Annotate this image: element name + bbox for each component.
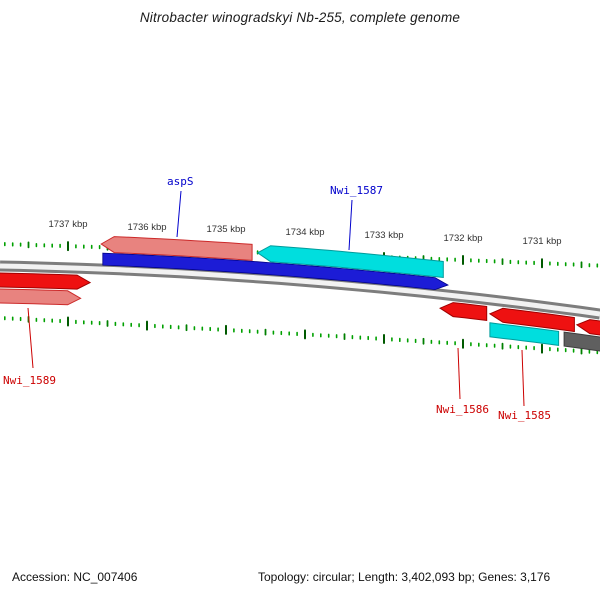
leader-line-nwi-1586 xyxy=(457,347,461,400)
feature-nwi-1586[interactable] xyxy=(439,302,488,321)
status-bar: Accession: NC_007406 Topology: circular;… xyxy=(0,570,600,590)
feature-nwi-1587[interactable] xyxy=(256,245,444,279)
genome-summary-text: Topology: circular; Length: 3,402,093 bp… xyxy=(258,570,551,584)
page-title: Nitrobacter winogradskyi Nb-255, complet… xyxy=(139,10,461,25)
leader-line-nwi-1587 xyxy=(348,199,353,251)
feature-aspS[interactable] xyxy=(102,252,449,291)
backbone-gap xyxy=(0,263,600,317)
leader-lines xyxy=(27,190,525,407)
feature-nwi-1589[interactable] xyxy=(0,288,82,306)
gene-features xyxy=(0,236,600,353)
gene-label-nwi-1589[interactable]: Nwi_1589 xyxy=(3,374,56,387)
feature-nwi-1585[interactable] xyxy=(488,307,575,333)
feature-gene-pink-upper[interactable] xyxy=(100,236,253,261)
accession-text: Accession: NC_007406 xyxy=(12,570,138,584)
ruler-label: 1733 kbp xyxy=(364,230,404,241)
leader-line-asps xyxy=(176,190,182,238)
ruler-label: 1736 kbp xyxy=(127,222,167,233)
ruler-label: 1732 kbp xyxy=(443,233,483,244)
feature-gene-red-right[interactable] xyxy=(575,319,600,337)
gene-label-nwi-1586[interactable]: Nwi_1586 xyxy=(436,403,489,416)
ruler-label: 1735 kbp xyxy=(206,224,246,235)
genome-backbone xyxy=(0,260,600,320)
feature-gene-cyan-lower[interactable] xyxy=(489,322,560,346)
gene-label-asps[interactable]: aspS xyxy=(167,175,194,188)
ruler-label: 1737 kbp xyxy=(48,219,88,230)
leader-line-nwi-1585 xyxy=(521,349,525,407)
ruler-ticks-lower xyxy=(4,315,599,355)
feature-gene-gray-right[interactable] xyxy=(563,331,600,353)
gene-label-nwi-1585[interactable]: Nwi_1585 xyxy=(498,409,551,422)
ruler-label: 1734 kbp xyxy=(285,227,325,238)
leader-line-nwi-1589 xyxy=(27,307,34,369)
ruler-label: 1731 kbp xyxy=(522,236,562,247)
feature-gene-red-left[interactable] xyxy=(0,272,92,290)
gene-label-nwi-1587[interactable]: Nwi_1587 xyxy=(330,184,383,197)
